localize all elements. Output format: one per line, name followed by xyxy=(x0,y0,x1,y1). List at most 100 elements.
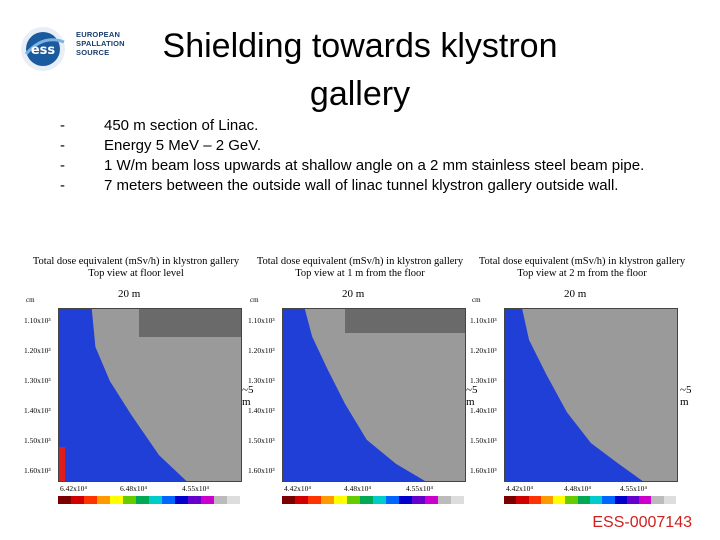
colorbar-swatch xyxy=(504,496,517,504)
colorbar-swatch xyxy=(123,496,136,504)
dose-region-lowest xyxy=(344,309,465,334)
colorbar-label: 4.48x10⁴ xyxy=(564,484,591,493)
bullet-item: - 7 meters between the outside wall of li… xyxy=(60,176,700,196)
y-tick-label: 1.10x10³ xyxy=(248,316,275,325)
panel-title: Total dose equivalent (mSv/h) in klystro… xyxy=(256,256,464,267)
y-tick-label: 1.20x10³ xyxy=(24,346,51,355)
y-tick-label: 1.40x10³ xyxy=(24,406,51,415)
y-tick-label: 1.40x10³ xyxy=(470,406,497,415)
dose-region-lowest xyxy=(139,309,241,337)
colorbar-swatch xyxy=(412,496,425,504)
colorbar-label: 4.48x10⁴ xyxy=(344,484,371,493)
bullet-marker: - xyxy=(60,177,65,194)
bullet-text: 450 m section of Linac. xyxy=(104,117,259,134)
colorbar-swatch xyxy=(214,496,227,504)
colorbar-swatch xyxy=(386,496,399,504)
bullet-item: - 1 W/m beam loss upwards at shallow angl… xyxy=(60,156,700,176)
bullet-text: 1 W/m beam loss upwards at shallow angle… xyxy=(104,157,645,174)
ess-logo-icon: ess xyxy=(21,27,65,71)
colorbar-swatch xyxy=(175,496,188,504)
panel-subtitle: Top view at floor level xyxy=(88,268,184,279)
slide-title: Shielding towards klystron gallery xyxy=(162,27,558,113)
document-code: ESS-0007143 xyxy=(592,514,692,531)
y-tick-label: 1.60x10³ xyxy=(470,466,497,475)
dose-map xyxy=(504,308,678,482)
colorbar-swatch xyxy=(373,496,386,504)
colorbar-swatch xyxy=(58,496,71,504)
width-label: 20 m xyxy=(564,288,587,300)
bullet-item: - Energy 5 MeV – 2 GeV. xyxy=(60,136,700,156)
colorbar xyxy=(282,496,464,504)
dose-map-panel-1m: Total dose equivalent (mSv/h) in klystro… xyxy=(246,256,478,518)
colorbar-swatch xyxy=(528,496,541,504)
colorbar-swatch xyxy=(639,496,652,504)
colorbar-label: 4.42x10⁴ xyxy=(284,484,311,493)
colorbar-swatch xyxy=(308,496,321,504)
y-tick-label: 1.60x10³ xyxy=(24,466,51,475)
width-label: 20 m xyxy=(342,288,365,300)
colorbar-swatch xyxy=(149,496,162,504)
logo-line-1: EUROPEAN xyxy=(76,30,121,39)
colorbar-swatch xyxy=(438,496,451,504)
colorbar-label: 4.55x10⁴ xyxy=(182,484,209,493)
y-tick-label: 1.60x10³ xyxy=(248,466,275,475)
colorbar xyxy=(504,496,676,504)
logo-mark: ess xyxy=(31,43,56,58)
colorbar-swatch xyxy=(162,496,175,504)
unit-label: cm xyxy=(26,296,35,304)
colorbar-swatch xyxy=(97,496,110,504)
logo-line-3: SOURCE xyxy=(76,48,110,57)
y-tick-label: 1.50x10³ xyxy=(470,436,497,445)
colorbar-swatch xyxy=(136,496,149,504)
ess-logo: ess EUROPEAN SPALLATION SOURCE xyxy=(18,24,128,74)
colorbar-swatch xyxy=(201,496,214,504)
bullet-marker: - xyxy=(60,117,65,134)
colorbar-swatch xyxy=(425,496,438,504)
colorbar-swatch xyxy=(540,496,554,504)
bullet-text: Energy 5 MeV – 2 GeV. xyxy=(104,137,262,154)
colorbar-swatch xyxy=(334,496,347,504)
colorbar-label: 6.48x10⁴ xyxy=(120,484,147,493)
colorbar-swatch xyxy=(651,496,664,504)
colorbar-swatch xyxy=(347,496,360,504)
logo-line-2: SPALLATION xyxy=(76,39,125,48)
y-tick-label: 1.10x10³ xyxy=(470,316,497,325)
colorbar-swatch xyxy=(516,496,529,504)
colorbar-swatch xyxy=(602,496,615,504)
colorbar xyxy=(58,496,240,504)
colorbar-swatch xyxy=(360,496,373,504)
colorbar-label: 4.55x10⁴ xyxy=(620,484,647,493)
colorbar-swatch xyxy=(614,496,627,504)
colorbar-swatch xyxy=(84,496,97,504)
colorbar-swatch xyxy=(321,496,334,504)
dose-region-peak xyxy=(59,446,65,481)
y-tick-label: 1.50x10³ xyxy=(248,436,275,445)
y-tick-label: 1.20x10³ xyxy=(248,346,275,355)
dose-map-panel-floor: Total dose equivalent (mSv/h) in klystro… xyxy=(22,256,254,518)
y-tick-label: 1.10x10³ xyxy=(24,316,51,325)
panel-subtitle: Top view at 1 m from the floor xyxy=(295,268,425,279)
colorbar-swatch xyxy=(663,496,676,504)
panel-title: Total dose equivalent (mSv/h) in klystro… xyxy=(32,256,240,267)
y-tick-label: 1.50x10³ xyxy=(24,436,51,445)
colorbar-swatch xyxy=(295,496,308,504)
y-tick-label: 1.30x10³ xyxy=(470,376,497,385)
colorbar-swatch xyxy=(399,496,412,504)
colorbar-swatch xyxy=(565,496,578,504)
colorbar-swatch xyxy=(589,496,603,504)
colorbar-swatch xyxy=(110,496,123,504)
length-label: ~5 m xyxy=(680,384,692,408)
width-label: 20 m xyxy=(118,288,141,300)
unit-label: cm xyxy=(472,296,481,304)
y-tick-label: 1.30x10³ xyxy=(24,376,51,385)
bullet-marker: - xyxy=(60,137,65,154)
bullet-text: 7 meters between the outside wall of lin… xyxy=(104,177,619,194)
length-label: ~5 m xyxy=(242,384,254,408)
unit-label: cm xyxy=(250,296,259,304)
logo-text: EUROPEAN SPALLATION SOURCE xyxy=(76,30,125,57)
length-label: ~5 m xyxy=(466,384,478,408)
colorbar-label: 6.42x10⁴ xyxy=(60,484,87,493)
dose-map xyxy=(282,308,466,482)
colorbar-swatch xyxy=(553,496,566,504)
colorbar-label: 4.42x10⁴ xyxy=(506,484,533,493)
